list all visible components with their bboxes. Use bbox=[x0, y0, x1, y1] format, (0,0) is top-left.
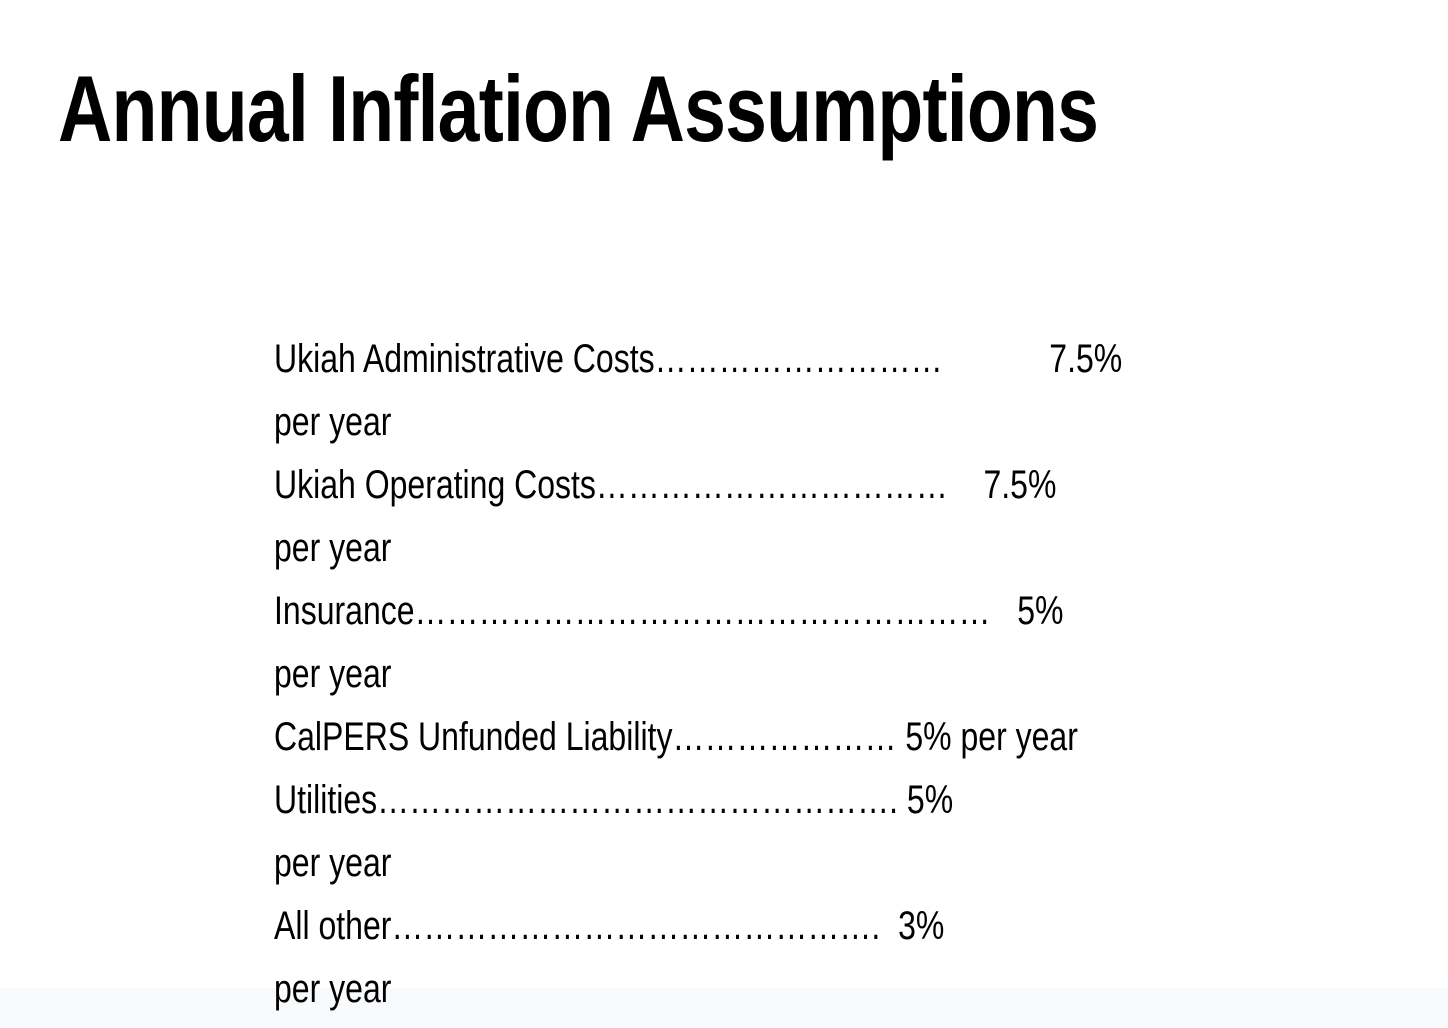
assumptions-text-block: Ukiah Administrative Costs……………………… 7.5%… bbox=[274, 328, 1434, 1021]
assumption-line-per-year: per year bbox=[274, 841, 392, 885]
bottom-band bbox=[0, 988, 1448, 1028]
assumption-line-utilities: Utilities…………………………………………. 5% bbox=[274, 778, 954, 822]
assumption-line-insurance: Insurance……………………………………………… 5% bbox=[274, 589, 1064, 633]
assumption-line-per-year: per year bbox=[274, 967, 392, 1011]
assumption-line-calpers: CalPERS Unfunded Liability………………… 5% per… bbox=[274, 715, 1078, 759]
assumption-line-per-year: per year bbox=[274, 400, 392, 444]
assumption-line-ukiah-admin: Ukiah Administrative Costs……………………… 7.5% bbox=[274, 337, 1123, 381]
assumption-line-all-other: All other………………………………………. 3% bbox=[274, 904, 945, 948]
slide-title: Annual Inflation Assumptions bbox=[58, 56, 1099, 161]
assumption-line-per-year: per year bbox=[274, 526, 392, 570]
assumption-line-per-year: per year bbox=[274, 652, 392, 696]
assumption-line-ukiah-operating: Ukiah Operating Costs…………………………… 7.5% bbox=[274, 463, 1057, 507]
